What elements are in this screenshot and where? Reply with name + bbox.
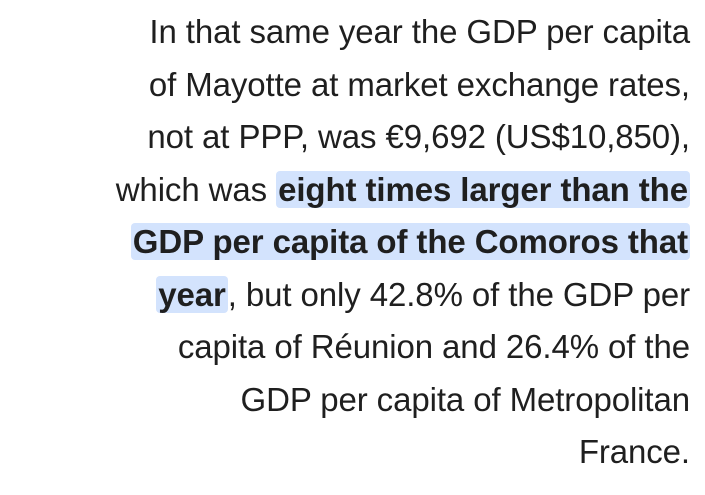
passage-line-8: GDP per capita of Metropolitan	[240, 380, 691, 418]
passage-line-3: not at PPP, was €9,692 (US$10,850),	[147, 118, 690, 155]
highlighted-text[interactable]: GDP per capita of the Comoros that	[130, 223, 690, 260]
passage-line-2: of Mayotte at market exchange rates,	[148, 65, 690, 103]
passage-line-9: France.	[578, 433, 690, 470]
passage-line-7: capita of Réunion and 26.4% of the	[177, 328, 690, 365]
passage-line-4: which was eight times larger than the	[24, 164, 690, 217]
passage-text-segment: which was	[115, 170, 277, 208]
highlighted-text[interactable]: eight times larger than the	[276, 170, 690, 208]
passage-text-segment: , but only 42.8% of the GDP per	[227, 275, 690, 313]
text-passage: In that same year the GDP per capita of …	[24, 6, 690, 479]
passage-line-6: year, but only 42.8% of the GDP per	[24, 269, 690, 322]
passage-line-1: In that same year the GDP per capita	[149, 13, 690, 50]
passage-line-5: GDP per capita of the Comoros that	[24, 216, 690, 269]
highlighted-text[interactable]: year	[156, 275, 228, 313]
